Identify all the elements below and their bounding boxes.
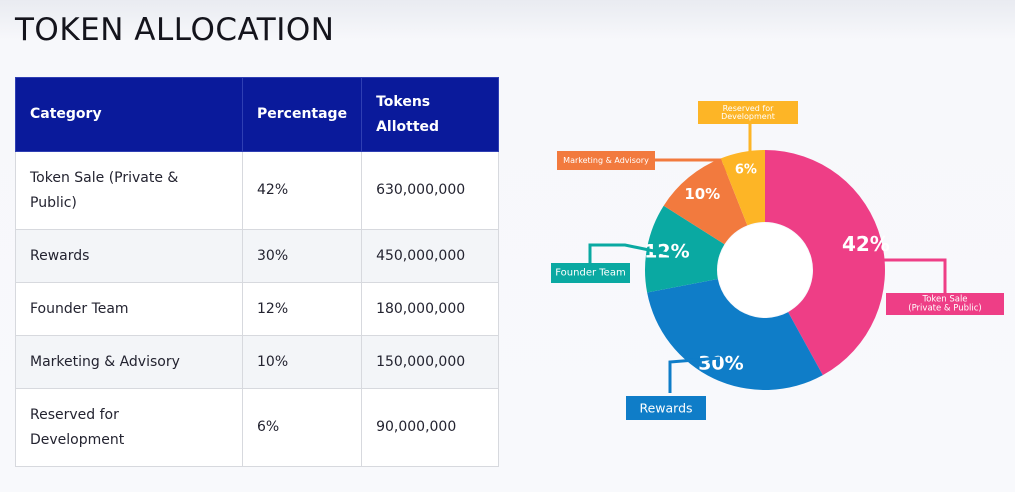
callout-label: Founder Team (555, 268, 625, 279)
cell-tokens: 150,000,000 (361, 335, 499, 389)
cell-category-line2: Development (30, 431, 125, 448)
cell-percentage: 42% (241, 151, 363, 230)
cell-category: Marketing & Advisory (15, 335, 243, 389)
cell-category-line1: Token Sale (Private & (30, 169, 179, 186)
callout-box (551, 263, 630, 283)
cell-category-line2: Public) (30, 194, 77, 211)
table-row: Token Sale (Private & Public) 42% 630,00… (15, 151, 499, 230)
donut-slice (647, 278, 823, 390)
donut-slice (765, 150, 886, 376)
donut-slice (645, 205, 725, 293)
cell-category: Rewards (15, 229, 243, 283)
slice-value-label: 30% (698, 353, 743, 375)
header-tokens-line2: Allotted (376, 118, 440, 135)
callout-line (882, 258, 947, 293)
callout-label: Token Sale (921, 295, 967, 305)
cell-category: Token Sale (Private & Public) (15, 151, 243, 230)
header-category: Category (15, 77, 243, 152)
cell-percentage: 30% (241, 229, 363, 283)
callout-label: Marketing & Advisory (563, 156, 649, 165)
cell-percentage: 10% (241, 335, 363, 389)
cell-tokens: 90,000,000 (361, 388, 499, 467)
page-title: TOKEN ALLOCATION (15, 12, 335, 48)
donut-slice (720, 150, 765, 226)
donut-hole (718, 223, 812, 317)
slice-value-label: 6% (735, 162, 757, 177)
callout-box (557, 151, 655, 170)
cell-category: Founder Team (15, 282, 243, 336)
callout-label: Reserved for (723, 104, 774, 113)
cell-tokens: 450,000,000 (361, 229, 499, 283)
table-row: Rewards 30% 450,000,000 (15, 229, 499, 283)
callout-line (588, 243, 674, 263)
header-percentage: Percentage (241, 77, 363, 152)
table-header-row: Category Percentage Tokens Allotted (15, 77, 499, 152)
slice-value-label: 12% (644, 240, 689, 262)
allocation-donut-chart: 42% Token Sale(Private & Public) 30% Reward… (551, 101, 1004, 420)
cell-category: Reserved for Development (15, 388, 243, 467)
callout-label: (Private & Public) (908, 303, 981, 313)
callout-line (668, 356, 721, 393)
cell-tokens: 630,000,000 (361, 151, 499, 230)
table-row: Reserved for Development 6% 90,000,000 (15, 388, 499, 467)
header-tokens-allotted: Tokens Allotted (361, 77, 499, 152)
callout-label: Development (721, 112, 775, 121)
slice-value-label: 42% (842, 232, 890, 256)
table-row: Founder Team 12% 180,000,000 (15, 282, 499, 336)
callout-box (886, 293, 1004, 315)
callout-box (698, 101, 798, 124)
cell-percentage: 12% (241, 282, 363, 336)
cell-category-line1: Reserved for (30, 406, 119, 423)
cell-tokens: 180,000,000 (361, 282, 499, 336)
header-tokens-line1: Tokens (376, 93, 431, 110)
cell-percentage: 6% (241, 388, 363, 467)
callout-label: Rewards (639, 401, 692, 416)
table-row: Marketing & Advisory 10% 150,000,000 (15, 335, 499, 389)
allocation-table: Category Percentage Tokens Allotted Toke… (15, 77, 499, 467)
slice-value-label: 10% (684, 185, 720, 203)
callout-box (626, 396, 706, 420)
